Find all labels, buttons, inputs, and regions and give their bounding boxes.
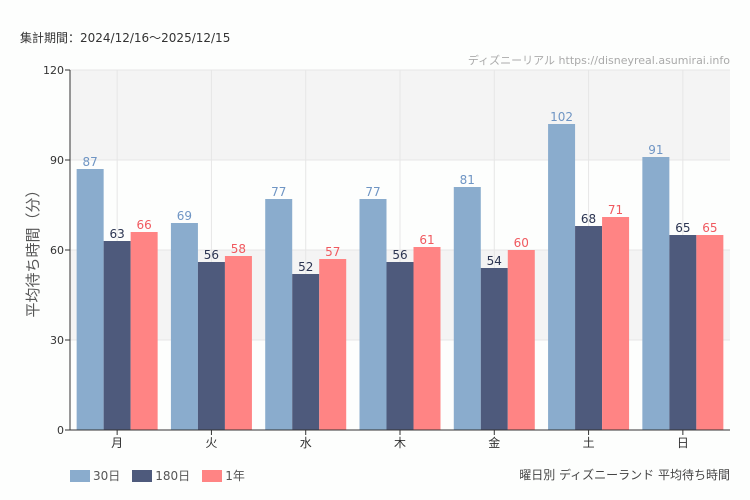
bar bbox=[292, 274, 320, 430]
data-label: 65 bbox=[702, 221, 717, 235]
bar bbox=[170, 223, 198, 430]
data-label: 69 bbox=[177, 209, 192, 223]
data-label: 77 bbox=[365, 185, 380, 199]
legend-item[interactable]: 1年 bbox=[202, 467, 245, 484]
bar bbox=[696, 235, 724, 430]
data-label: 63 bbox=[110, 227, 125, 241]
legend-item[interactable]: 180日 bbox=[132, 467, 190, 484]
x-tick-label: 月 bbox=[111, 436, 123, 450]
bar bbox=[413, 247, 441, 430]
data-label: 56 bbox=[392, 248, 407, 262]
y-axis-label: 平均待ち時間（分） bbox=[24, 182, 42, 317]
data-label: 56 bbox=[204, 248, 219, 262]
x-tick-label: 水 bbox=[300, 436, 312, 450]
legend-label: 1年 bbox=[225, 469, 245, 483]
chart-footer-title: 曜日別 ディズニーランド 平均待ち時間 bbox=[519, 468, 730, 482]
bar bbox=[548, 124, 576, 430]
bar bbox=[602, 217, 630, 430]
data-label: 87 bbox=[83, 155, 98, 169]
period-label: 集計期間：2024/12/16〜2025/12/15 bbox=[20, 31, 231, 45]
data-label: 71 bbox=[608, 203, 623, 217]
bar bbox=[265, 199, 293, 430]
bar bbox=[319, 259, 347, 430]
data-label: 81 bbox=[460, 173, 475, 187]
credit-text: ディズニーリアル https://disneyreal.asumirai.inf… bbox=[467, 54, 730, 67]
legend-item[interactable]: 30日 bbox=[70, 467, 120, 484]
bar bbox=[480, 268, 508, 430]
legend-label: 180日 bbox=[155, 469, 191, 483]
legend-swatch bbox=[202, 470, 223, 482]
data-label: 102 bbox=[550, 110, 573, 124]
data-label: 65 bbox=[675, 221, 690, 235]
bar bbox=[76, 169, 104, 430]
y-tick-label: 0 bbox=[57, 424, 64, 437]
x-tick-label: 金 bbox=[488, 435, 500, 450]
bar bbox=[575, 226, 603, 430]
data-label: 58 bbox=[231, 242, 246, 256]
bar bbox=[224, 256, 252, 430]
data-label: 77 bbox=[271, 185, 286, 199]
y-tick-label: 120 bbox=[43, 64, 64, 77]
data-label: 66 bbox=[137, 218, 152, 232]
data-label: 68 bbox=[581, 212, 596, 226]
legend-swatch bbox=[132, 470, 153, 482]
x-tick-label: 木 bbox=[394, 436, 406, 450]
data-label: 57 bbox=[325, 245, 340, 259]
x-tick-label: 火 bbox=[205, 436, 217, 450]
y-tick-label: 60 bbox=[50, 244, 64, 257]
bar bbox=[130, 232, 158, 430]
bar bbox=[197, 262, 225, 430]
data-label: 61 bbox=[419, 233, 434, 247]
legend: 30日 180日 1年 bbox=[70, 467, 245, 484]
bar bbox=[453, 187, 481, 430]
bar bbox=[359, 199, 387, 430]
bar bbox=[642, 157, 670, 430]
data-label: 52 bbox=[298, 260, 313, 274]
bar bbox=[669, 235, 697, 430]
x-tick-label: 日 bbox=[677, 436, 689, 450]
legend-swatch bbox=[70, 470, 90, 482]
bar bbox=[103, 241, 131, 430]
bar bbox=[386, 262, 414, 430]
y-tick-label: 90 bbox=[50, 154, 64, 167]
y-tick-label: 30 bbox=[50, 334, 64, 347]
data-label: 91 bbox=[648, 143, 663, 157]
legend-label: 30日 bbox=[93, 469, 121, 483]
bar bbox=[507, 250, 535, 430]
data-label: 60 bbox=[514, 236, 529, 250]
x-tick-label: 土 bbox=[583, 436, 595, 450]
data-label: 54 bbox=[487, 254, 502, 268]
